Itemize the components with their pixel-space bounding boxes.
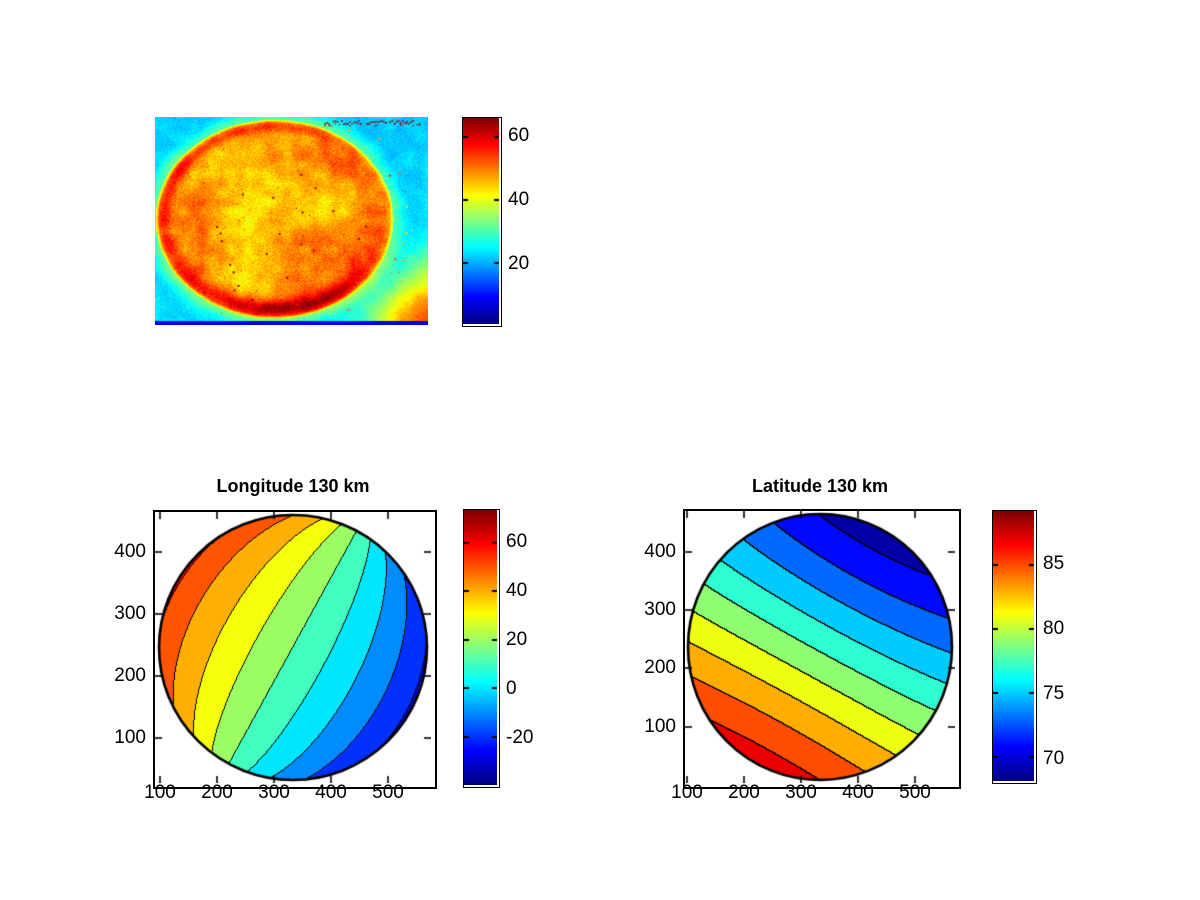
- y-tick-label: 300: [114, 603, 146, 624]
- y-tick-label: 200: [644, 657, 676, 678]
- longitude-axes: [153, 510, 437, 789]
- colorbar-tick-label: 75: [1043, 682, 1065, 704]
- latitude-colorbar-canvas: [993, 511, 1034, 781]
- longitude-colorbar: [463, 509, 500, 788]
- latitude-colorbar: [992, 510, 1037, 784]
- longitude-colorbar-canvas: [464, 510, 497, 785]
- latitude-plot-title: Latitude 130 km: [751, 476, 889, 496]
- x-tick-label: 100: [144, 782, 176, 803]
- y-tick-label: 400: [114, 541, 146, 562]
- colorbar-tick-label: 80: [1043, 618, 1065, 640]
- y-tick-label: 300: [644, 599, 676, 620]
- y-tick-label: 400: [644, 541, 676, 562]
- colorbar-tick-label: 0: [506, 678, 517, 699]
- x-tick-label: 200: [728, 782, 760, 803]
- latitude-axes: [683, 509, 961, 789]
- planet-image-canvas: [155, 117, 428, 325]
- y-tick-label: 100: [114, 727, 146, 748]
- latitude-contour-canvas: [685, 511, 955, 783]
- x-tick-label: 200: [201, 782, 233, 803]
- colorbar-tick-label: 20: [508, 253, 530, 275]
- y-tick-label: 100: [644, 716, 676, 737]
- x-tick-label: 400: [842, 782, 874, 803]
- longitude-plot-title: Longitude 130 km: [216, 476, 370, 496]
- image-colorbar: [462, 117, 502, 327]
- colorbar-tick-label: 70: [1043, 747, 1065, 769]
- colorbar-tick-label: 60: [508, 125, 530, 147]
- colorbar-tick-label: -20: [506, 726, 534, 748]
- x-tick-label: 500: [899, 782, 931, 803]
- image-colorbar-canvas: [463, 118, 499, 324]
- colorbar-tick-label: 40: [508, 189, 530, 211]
- x-tick-label: 300: [258, 782, 290, 803]
- x-tick-label: 500: [372, 782, 404, 803]
- colorbar-tick-label: 40: [506, 580, 528, 602]
- y-tick-label: 200: [114, 665, 146, 686]
- colorbar-tick-label: 60: [506, 531, 528, 553]
- colorbar-tick-label: 20: [506, 629, 528, 651]
- x-tick-label: 100: [671, 782, 703, 803]
- longitude-contour-canvas: [155, 512, 431, 783]
- x-tick-label: 300: [785, 782, 817, 803]
- colorbar-tick-label: 85: [1043, 553, 1065, 575]
- x-tick-label: 400: [315, 782, 347, 803]
